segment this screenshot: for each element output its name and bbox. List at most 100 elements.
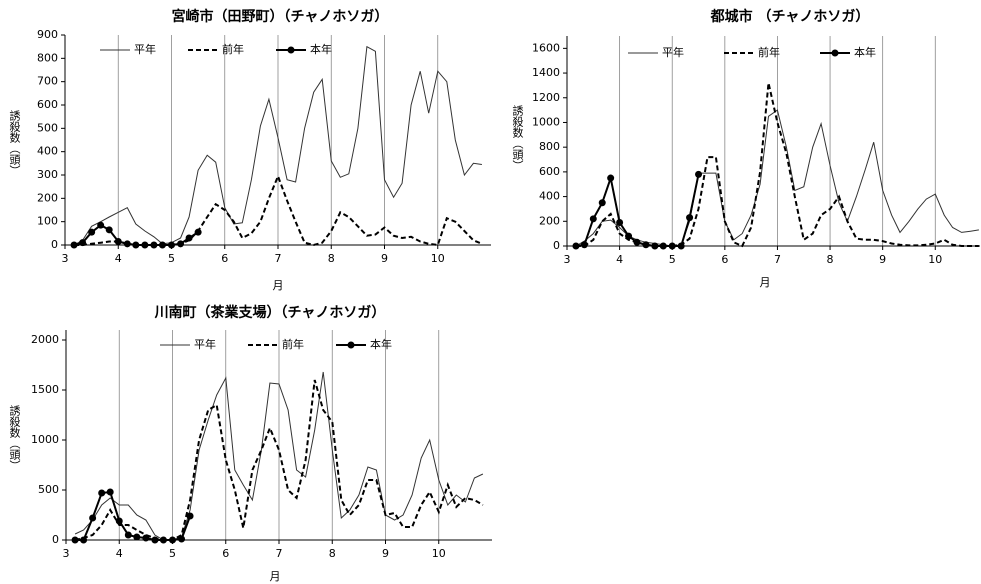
y-tick-label: 700	[37, 75, 58, 88]
point	[607, 174, 615, 182]
point	[642, 241, 650, 249]
point	[123, 240, 131, 248]
x-tick-label: 10	[928, 253, 942, 266]
point	[151, 536, 159, 544]
y-tick-label: 1000	[31, 433, 59, 446]
series-line	[74, 371, 484, 541]
x-tick-label: 4	[616, 253, 623, 266]
x-tick-label: 4	[115, 252, 122, 265]
chart-title: 都城市 （チャノホソガ）	[710, 8, 870, 25]
y-tick-label: 1500	[31, 383, 59, 396]
point	[133, 533, 141, 541]
point	[88, 228, 96, 236]
point	[194, 228, 202, 236]
legend-marker	[347, 341, 355, 349]
series-line	[74, 379, 484, 541]
point	[115, 517, 123, 525]
x-axis-label: 月	[270, 570, 281, 583]
y-tick-label: 500	[37, 121, 58, 134]
legend-marker	[287, 46, 295, 54]
point	[159, 536, 167, 544]
point	[589, 215, 597, 223]
panel: 宮崎市（田野町）（チャノホソガ） 誘殺数（頭） 月 0 100 200 300 400 500 6…	[8, 8, 491, 292]
point	[178, 535, 186, 543]
point	[633, 238, 641, 246]
y-tick-label: 0	[553, 239, 560, 252]
x-tick-label: 7	[275, 252, 282, 265]
point	[572, 242, 580, 250]
legend-marker	[831, 49, 839, 57]
point	[625, 232, 633, 240]
y-tick-label: 200	[539, 214, 560, 227]
y-tick-label: 200	[37, 191, 58, 204]
panel: 川南町（茶業支場）（チャノホソガ） 誘殺数（頭） 月 0 500 1000 1500 2000…	[8, 304, 492, 583]
point	[695, 170, 703, 178]
chart-title: 宮崎市（田野町）（チャノホソガ）	[172, 8, 389, 25]
y-tick-label: 2000	[31, 333, 59, 346]
point	[598, 199, 606, 207]
x-tick-label: 4	[116, 547, 123, 560]
x-tick-label: 10	[431, 252, 445, 265]
y-tick-label: 1000	[532, 115, 560, 128]
x-tick-label: 8	[827, 253, 834, 266]
x-tick-label: 9	[381, 252, 388, 265]
series-line	[575, 174, 700, 247]
x-tick-label: 10	[432, 547, 446, 560]
x-tick-label: 3	[62, 252, 69, 265]
x-tick-label: 6	[221, 252, 228, 265]
y-tick-label: 900	[37, 28, 58, 41]
point	[70, 241, 78, 249]
point	[668, 242, 676, 250]
point	[142, 534, 150, 542]
y-tick-label: 400	[37, 145, 58, 158]
y-tick-label: 1400	[532, 66, 560, 79]
point	[158, 241, 166, 249]
point	[141, 241, 149, 249]
y-tick-label: 600	[539, 165, 560, 178]
legend-label: 本年	[854, 45, 876, 59]
y-tick-label: 800	[539, 140, 560, 153]
point	[98, 489, 106, 497]
x-tick-label: 9	[879, 253, 886, 266]
x-tick-label: 3	[63, 547, 70, 560]
series-line	[73, 45, 482, 246]
x-tick-label: 5	[669, 253, 676, 266]
x-axis-label: 月	[760, 276, 771, 289]
point	[169, 536, 176, 544]
panel: 都城市 （チャノホソガ） 誘殺数（頭） 月 0 200 400 600 800 1000 1200…	[511, 8, 980, 289]
point	[686, 214, 694, 222]
legend-label: 本年	[310, 42, 332, 56]
x-tick-label: 8	[329, 547, 336, 560]
point	[80, 536, 88, 544]
point	[177, 240, 185, 248]
legend-label: 平年	[662, 45, 684, 59]
point	[168, 241, 175, 249]
point	[79, 239, 87, 247]
point	[186, 512, 194, 520]
point	[580, 241, 588, 249]
y-tick-label: 500	[38, 483, 59, 496]
point	[651, 242, 659, 250]
x-axis-label: 月	[273, 279, 284, 292]
point	[89, 514, 97, 522]
x-tick-label: 5	[168, 252, 175, 265]
y-tick-label: 1200	[532, 91, 560, 104]
legend-label: 前年	[222, 42, 244, 56]
x-tick-label: 9	[382, 547, 389, 560]
x-tick-label: 5	[169, 547, 176, 560]
x-tick-label: 6	[222, 547, 229, 560]
legend-label: 前年	[282, 337, 304, 351]
legend-label: 平年	[134, 42, 156, 56]
x-tick-label: 7	[774, 253, 781, 266]
y-tick-label: 100	[37, 215, 58, 228]
point	[106, 488, 114, 496]
point	[97, 221, 105, 229]
point	[71, 536, 79, 544]
y-tick-label: 0	[52, 533, 59, 546]
x-tick-label: 3	[564, 253, 571, 266]
legend-label: 本年	[370, 337, 392, 351]
y-axis-label: 誘殺数（頭）	[8, 110, 21, 176]
point	[659, 242, 667, 250]
legend-label: 前年	[758, 45, 780, 59]
